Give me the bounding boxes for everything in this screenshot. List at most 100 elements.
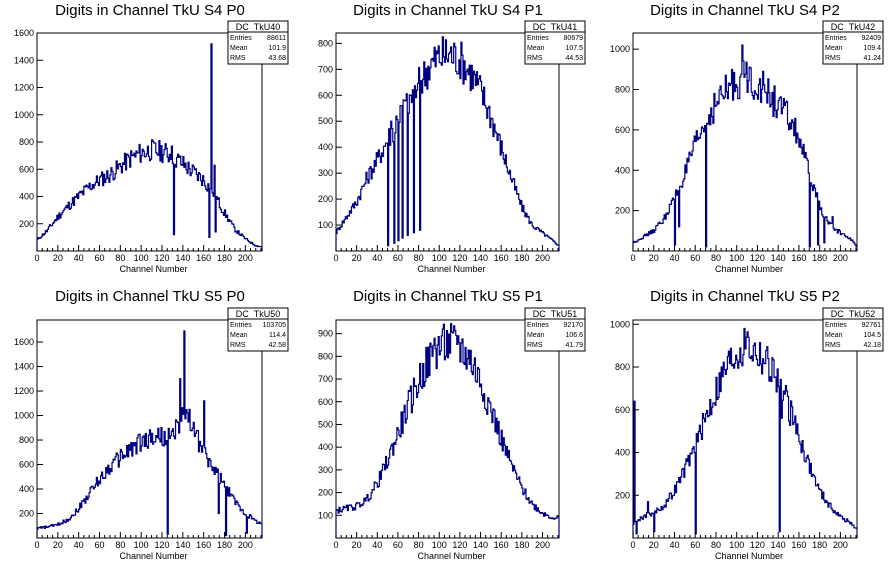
stats-key: Entries	[527, 35, 549, 42]
x-tick-label: 60	[393, 253, 403, 263]
y-tick-label: 800	[615, 362, 630, 372]
histogram-series	[335, 36, 560, 251]
stats-key: Entries	[825, 35, 847, 42]
x-tick-label: 60	[94, 540, 104, 550]
histogram-series	[36, 43, 263, 251]
x-tick-label: 80	[414, 253, 424, 263]
histogram-panel: Digits in Channel TkU S4 P0 0 20 40 60 80 100 1…	[14, 2, 289, 274]
x-tick-label: 120	[750, 540, 765, 550]
x-tick-label: 100	[432, 253, 447, 263]
y-tick-label: 400	[19, 192, 34, 202]
x-tick-label: 20	[352, 540, 362, 550]
stats-box: DC_TkU52 Entries 92761 Mean 104.5 RMS 42.18	[822, 307, 884, 352]
chart-title: Digits in Channel TkU S5 P1	[353, 288, 543, 305]
x-tick-label: 180	[812, 540, 827, 550]
y-tick-label: 600	[615, 125, 630, 135]
y-tick-label: 600	[318, 397, 333, 407]
y-tick-label: 200	[615, 206, 630, 216]
x-tick-label: 60	[690, 540, 700, 550]
x-tick-label: 80	[115, 253, 125, 263]
stats-value: 101.9	[268, 45, 286, 52]
histogram-panel: Digits in Channel TkU S5 P2 0 20 40 60 80 100 1…	[610, 288, 884, 561]
y-tick-label: 1000	[14, 411, 34, 421]
stats-key: RMS	[527, 55, 543, 62]
y-tick-label: 700	[318, 64, 333, 74]
x-tick-label: 180	[217, 253, 232, 263]
stats-key: Mean	[527, 332, 545, 339]
x-tick-label: 200	[535, 540, 550, 550]
histogram-series	[36, 330, 263, 538]
y-tick-label: 800	[318, 351, 333, 361]
chart-title: Digits in Channel TkU S4 P0	[55, 2, 245, 19]
stats-value: 106.6	[565, 332, 583, 339]
y-tick-label: 400	[19, 484, 34, 494]
x-tick-label: 60	[393, 540, 403, 550]
y-tick-label: 200	[318, 488, 333, 498]
stats-value: 41.79	[565, 342, 583, 349]
stats-key: RMS	[825, 342, 841, 349]
stats-box: DC_TkU50 Entries 103705 Mean 114.4 RMS 42.58	[227, 307, 289, 352]
stats-box: DC_TkU41 Entries 80679 Mean 107.5 RMS 44.53	[524, 20, 586, 65]
x-tick-label: 80	[711, 253, 721, 263]
y-tick-label: 1400	[14, 55, 34, 65]
x-axis-label: Channel Number	[119, 551, 187, 561]
x-tick-label: 200	[833, 253, 848, 263]
stats-name: DC_TkU40	[236, 22, 281, 32]
stats-box-frame	[227, 307, 289, 352]
x-tick-label: 180	[217, 540, 232, 550]
x-tick-label: 200	[238, 540, 253, 550]
stats-value: 42.18	[863, 342, 881, 349]
x-tick-label: 60	[690, 253, 700, 263]
y-tick-label: 1400	[14, 362, 34, 372]
x-tick-label: 160	[494, 540, 509, 550]
histogram-series	[632, 327, 858, 538]
y-tick-label: 1000	[610, 44, 630, 54]
plot-frame	[36, 319, 263, 539]
stats-name: DC_TkU51	[533, 309, 578, 319]
y-tick-label: 400	[615, 165, 630, 175]
chart-title: Digits in Channel TkU S5 P2	[650, 288, 840, 305]
stats-key: RMS	[230, 55, 246, 62]
y-tick-label: 600	[318, 90, 333, 100]
stats-value: 92761	[862, 322, 882, 329]
stats-value: 41.24	[863, 55, 881, 62]
x-tick-label: 200	[833, 540, 848, 550]
stats-name: DC_TkU41	[533, 22, 578, 32]
x-tick-label: 100	[134, 540, 149, 550]
plot-frame	[632, 319, 858, 539]
x-tick-label: 180	[514, 253, 529, 263]
stats-key: Mean	[825, 45, 843, 52]
x-tick-label: 0	[333, 540, 338, 550]
y-tick-label: 500	[318, 419, 333, 429]
y-tick-label: 600	[19, 460, 34, 470]
x-tick-label: 200	[535, 253, 550, 263]
x-tick-label: 0	[333, 253, 338, 263]
x-tick-label: 140	[771, 540, 786, 550]
y-tick-label: 200	[615, 490, 630, 500]
x-tick-label: 140	[473, 253, 488, 263]
x-tick-label: 100	[134, 253, 149, 263]
stats-box-frame	[524, 307, 586, 352]
y-tick-label: 100	[318, 510, 333, 520]
x-tick-label: 160	[196, 253, 211, 263]
x-tick-label: 120	[154, 540, 169, 550]
stats-value: 103705	[263, 322, 286, 329]
y-tick-label: 1600	[14, 28, 34, 38]
y-tick-label: 600	[615, 405, 630, 415]
y-tick-label: 200	[19, 219, 34, 229]
chart-title: Digits in Channel TkU S5 P0	[55, 288, 245, 305]
x-axis-label: Channel Number	[119, 264, 187, 274]
stats-box-frame	[227, 20, 289, 65]
stats-value: 107.5	[565, 45, 583, 52]
y-tick-label: 800	[19, 137, 34, 147]
x-tick-label: 120	[452, 540, 467, 550]
x-tick-label: 0	[34, 253, 39, 263]
y-tick-label: 400	[318, 142, 333, 152]
stats-box: DC_TkU51 Entries 92170 Mean 106.6 RMS 41.79	[524, 307, 586, 352]
x-tick-label: 100	[432, 540, 447, 550]
y-tick-label: 500	[318, 116, 333, 126]
x-tick-label: 40	[372, 540, 382, 550]
stats-box: DC_TkU42 Entries 92409 Mean 109.4 RMS 41.24	[822, 20, 884, 65]
x-axis-label: Channel Number	[417, 264, 485, 274]
x-tick-label: 0	[630, 540, 635, 550]
